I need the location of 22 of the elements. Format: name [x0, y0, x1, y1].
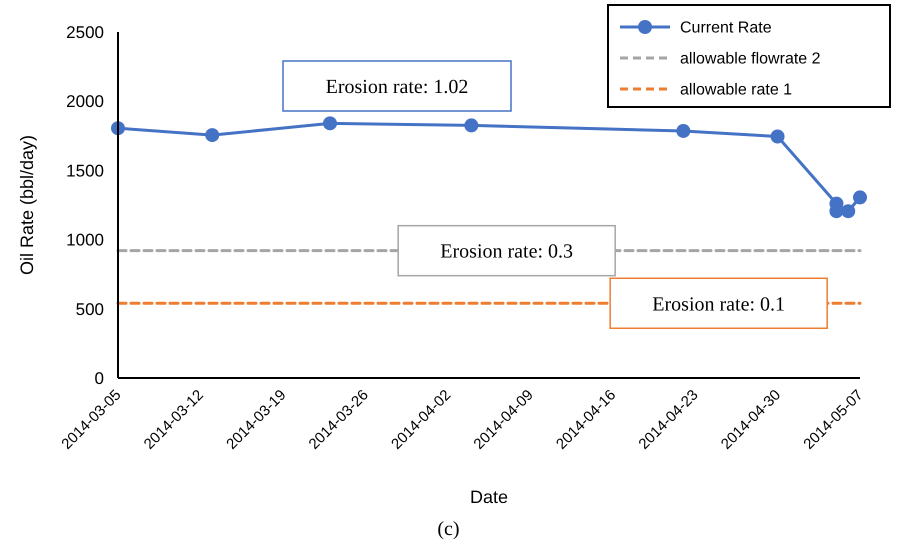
y-tick-label: 2500 [66, 22, 104, 42]
point [205, 128, 220, 142]
y-tick-label: 1000 [66, 230, 104, 250]
annotation: Erosion rate: 0.1 [652, 293, 786, 316]
y-axis-title: Oil Rate (bbl/day) [17, 134, 37, 276]
y-tick-label: 500 [76, 300, 104, 319]
annotation: Erosion rate: 1.02 [326, 76, 468, 98]
legend-label: allowable flowrate 2 [680, 50, 821, 68]
text: (c) [437, 518, 460, 540]
point [323, 116, 337, 130]
y-tick-label: 0 [94, 368, 104, 388]
point [464, 118, 478, 132]
legend-label: allowable rate 1 [680, 82, 792, 99]
x-axis-title: Date [470, 487, 508, 507]
point [841, 204, 856, 218]
point [676, 124, 690, 138]
legend-label: Current Rate [680, 20, 772, 37]
annotation: Erosion rate: 0.3 [440, 240, 574, 263]
y-tick-label: 2000 [66, 92, 104, 112]
point [853, 190, 867, 204]
point [770, 129, 785, 144]
y-tick-label: 1500 [66, 161, 104, 180]
